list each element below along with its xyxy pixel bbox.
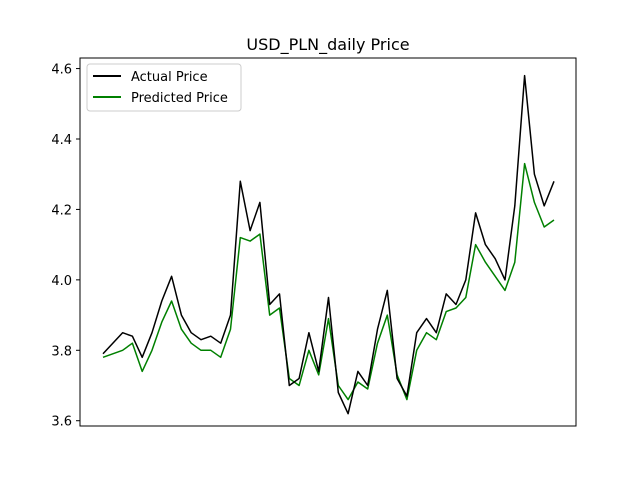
y-tick-label: 4.0 (51, 274, 72, 289)
y-axis: 3.6 3.8 4.0 4.2 4.4 4.6 (51, 63, 80, 430)
plot-frame (79, 57, 577, 427)
legend-label: Actual Price (131, 70, 208, 85)
y-tick-label: 4.2 (51, 203, 72, 218)
series-layer (102, 74, 555, 415)
y-tick-label: 4.4 (51, 133, 72, 148)
series-line-actual-price (102, 74, 555, 415)
chart-title: USD_PLN_daily Price (246, 35, 409, 55)
legend-label: Predicted Price (131, 91, 228, 106)
legend: Actual Price Predicted Price (86, 63, 242, 112)
legend-box (86, 63, 242, 112)
y-tick-label: 4.6 (51, 63, 72, 78)
y-tick-label: 3.8 (51, 344, 72, 359)
series-line-predicted-price (102, 162, 555, 401)
y-tick-label: 3.6 (51, 415, 72, 430)
